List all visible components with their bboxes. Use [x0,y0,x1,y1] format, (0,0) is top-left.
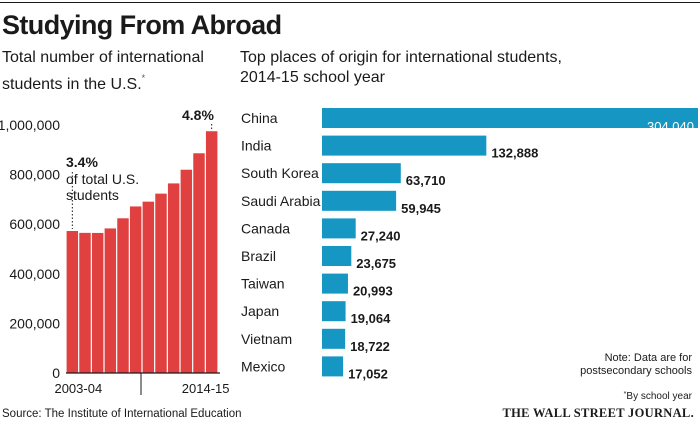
country-label: South Korea [241,165,319,181]
x-tick-label: 2014-15 [182,381,230,396]
footnote: *By school year [624,389,692,403]
origin-bar [322,108,698,128]
source-credit: Source: The Institute of International E… [2,408,242,420]
student-total-bar [180,169,193,373]
student-total-bar [66,231,79,373]
headline: Studying From Abroad [2,10,282,40]
footnote-mark: * [623,391,627,398]
publication-logo: THE WALL STREET JOURNAL. [502,406,694,420]
origin-bar [322,218,356,239]
student-total-bar [193,153,205,373]
origin-bar [322,301,346,322]
y-tick-label: 800,000 [9,167,60,183]
bar-value-label: 17,052 [348,366,388,381]
bar-value-label: 132,888 [491,146,538,161]
right-chart-subtitle: Top places of origin for international s… [240,49,562,86]
bar-value-label: 27,240 [361,228,401,243]
student-total-bar [142,201,155,373]
left-subtitle-text: Total number of international students i… [2,49,204,93]
student-total-bar [155,193,167,373]
footnote-text: By school year [626,391,692,402]
bar-value-label: 19,064 [351,311,392,326]
country-label: Taiwan [241,276,285,292]
bar-value-label: 18,722 [350,339,390,354]
student-total-bar [129,206,142,373]
origin-bar [322,328,346,349]
country-label: Japan [241,303,279,319]
student-total-bar [79,232,91,373]
origin-bar [322,273,348,294]
bar-value-label: 63,710 [406,173,446,188]
student-total-bar [167,183,180,373]
country-label: Canada [241,220,290,236]
origin-bar [322,163,401,184]
chart-note: Note: Data are for postsecondary schools [580,352,692,377]
y-tick-label: 200,000 [9,315,60,331]
bar-value-label: 20,993 [353,284,393,299]
y-tick-label: 0 [52,365,60,381]
country-label: Saudi Arabia [241,193,321,209]
student-total-bar [91,232,104,373]
student-total-bar [104,228,117,373]
country-label: India [241,138,272,154]
country-label: Vietnam [241,331,292,347]
country-label: Mexico [241,358,286,374]
origin-bar [322,135,487,156]
y-tick-label: 400,000 [9,266,60,282]
origin-bar [322,246,352,266]
left-subtitle-mark: * [141,73,146,83]
origin-bar [322,356,344,377]
annotation-text-line: of total U.S. [66,171,139,187]
x-tick-label: 2003-04 [54,381,102,396]
top-rule [0,2,700,3]
y-tick-label: 600,000 [9,216,60,232]
bar-value-label: 23,675 [356,256,396,271]
student-total-bar [117,218,129,373]
bar-value-label: 304,040 [647,119,694,134]
y-tick-label: 1,000,000 [0,117,60,133]
country-label: China [241,110,278,126]
annotation-text-line: students [66,187,119,203]
origin-bar [322,190,397,211]
annotation-percent-2014: 4.8% [182,107,214,123]
country-label: Brazil [241,248,276,264]
bar-value-label: 59,945 [401,201,441,216]
student-total-bar [205,131,218,373]
annotation-percent-2003: 3.4% [66,154,98,170]
left-chart-subtitle: Total number of international students i… [2,48,217,95]
